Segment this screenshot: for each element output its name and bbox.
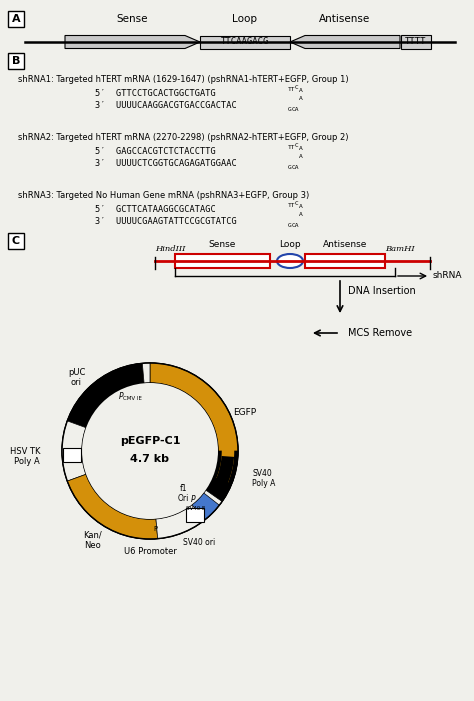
Wedge shape xyxy=(156,485,226,538)
Text: G: G xyxy=(288,107,292,112)
FancyBboxPatch shape xyxy=(401,35,431,49)
Text: SV40 ori: SV40 ori xyxy=(182,538,215,547)
FancyBboxPatch shape xyxy=(63,448,81,462)
Text: A: A xyxy=(299,204,303,209)
Text: 3′  UUUUCTCGGTGCAGAGATGGAAC: 3′ UUUUCTCGGTGCAGAGATGGAAC xyxy=(95,160,237,168)
FancyBboxPatch shape xyxy=(200,36,290,48)
Text: TT: TT xyxy=(288,87,295,92)
Polygon shape xyxy=(290,36,400,48)
Text: P: P xyxy=(191,495,195,504)
Text: A: A xyxy=(12,14,20,24)
Text: TT: TT xyxy=(288,203,295,208)
Text: A: A xyxy=(299,88,303,93)
FancyBboxPatch shape xyxy=(186,508,204,522)
FancyBboxPatch shape xyxy=(305,254,385,268)
Text: P: P xyxy=(118,392,123,401)
Text: A: A xyxy=(299,154,303,160)
Polygon shape xyxy=(65,36,200,48)
Text: Antisense: Antisense xyxy=(323,240,367,249)
Text: G: G xyxy=(288,223,292,228)
Text: 5′  GCTTCATAAGGCGCATAGC: 5′ GCTTCATAAGGCGCATAGC xyxy=(95,205,216,215)
Text: TTTT: TTTT xyxy=(405,37,427,46)
Text: U6 Promoter: U6 Promoter xyxy=(124,547,176,556)
Text: CA: CA xyxy=(292,223,300,228)
Text: SV40
Poly A: SV40 Poly A xyxy=(252,469,276,488)
Text: HindIII: HindIII xyxy=(155,245,185,253)
Text: pEGFP-C1: pEGFP-C1 xyxy=(120,436,180,446)
Text: BamHI: BamHI xyxy=(385,245,415,253)
Text: A: A xyxy=(299,146,303,151)
Text: 5′  GTTCCTGCACTGGCTGATG: 5′ GTTCCTGCACTGGCTGATG xyxy=(95,90,216,99)
Wedge shape xyxy=(62,421,86,481)
Text: Antisense: Antisense xyxy=(319,14,371,24)
Text: f1
Ori: f1 Ori xyxy=(178,484,189,503)
Text: 3′  UUUUCAAGGACGTGACCGACTAC: 3′ UUUUCAAGGACGTGACCGACTAC xyxy=(95,102,237,111)
Text: B: B xyxy=(12,56,20,66)
Wedge shape xyxy=(142,363,150,383)
Text: C: C xyxy=(295,143,299,148)
Text: A: A xyxy=(299,97,303,102)
Text: SV40 E: SV40 E xyxy=(186,506,206,511)
Wedge shape xyxy=(206,451,238,501)
Wedge shape xyxy=(67,475,158,539)
Text: MCS Remove: MCS Remove xyxy=(348,328,412,338)
Text: CMV IE: CMV IE xyxy=(123,396,142,401)
Text: Sense: Sense xyxy=(116,14,148,24)
Text: 4.7 kb: 4.7 kb xyxy=(130,454,170,464)
Text: pUC
ori: pUC ori xyxy=(68,368,85,387)
Text: C: C xyxy=(295,85,299,90)
Ellipse shape xyxy=(277,254,303,268)
Text: CA: CA xyxy=(292,165,300,170)
Text: TT: TT xyxy=(288,145,295,150)
Text: Sense: Sense xyxy=(209,240,236,249)
Text: 5′  GAGCCACGTCTCTACCTTG: 5′ GAGCCACGTCTCTACCTTG xyxy=(95,147,216,156)
Text: Loop: Loop xyxy=(233,14,257,24)
Text: P: P xyxy=(154,526,157,532)
Text: shRNA: shRNA xyxy=(433,271,463,280)
Text: TTCAAGACG: TTCAAGACG xyxy=(221,37,269,46)
Text: C: C xyxy=(295,201,299,206)
Wedge shape xyxy=(150,363,238,488)
FancyBboxPatch shape xyxy=(8,233,24,249)
Text: A: A xyxy=(299,212,303,217)
Text: DNA Insertion: DNA Insertion xyxy=(348,286,416,296)
Text: shRNA1: Targeted hTERT mRNA (1629-1647) (pshRNA1-hTERT+EGFP, Group 1): shRNA1: Targeted hTERT mRNA (1629-1647) … xyxy=(18,75,348,84)
Text: HSV TK
Poly A: HSV TK Poly A xyxy=(9,447,40,466)
Text: CA: CA xyxy=(292,107,300,112)
FancyBboxPatch shape xyxy=(175,254,270,268)
Text: Kan/
Neo: Kan/ Neo xyxy=(83,530,101,550)
FancyBboxPatch shape xyxy=(8,11,24,27)
Circle shape xyxy=(82,383,218,519)
Wedge shape xyxy=(67,363,144,428)
Text: Loop: Loop xyxy=(279,240,301,249)
Wedge shape xyxy=(192,493,219,520)
Text: shRNA3: Targeted No Human Gene mRNA (pshRNA3+EGFP, Group 3): shRNA3: Targeted No Human Gene mRNA (psh… xyxy=(18,191,309,200)
Text: G: G xyxy=(288,165,292,170)
Text: EGFP: EGFP xyxy=(233,408,256,417)
FancyBboxPatch shape xyxy=(8,53,24,69)
Text: shRNA2: Targeted hTERT mRNA (2270-2298) (pshRNA2-hTERT+EGFP, Group 2): shRNA2: Targeted hTERT mRNA (2270-2298) … xyxy=(18,133,348,142)
Text: C: C xyxy=(12,236,20,246)
Text: 3′  UUUUCGAAGTATTCCGCGTATCG: 3′ UUUUCGAAGTATTCCGCGTATCG xyxy=(95,217,237,226)
